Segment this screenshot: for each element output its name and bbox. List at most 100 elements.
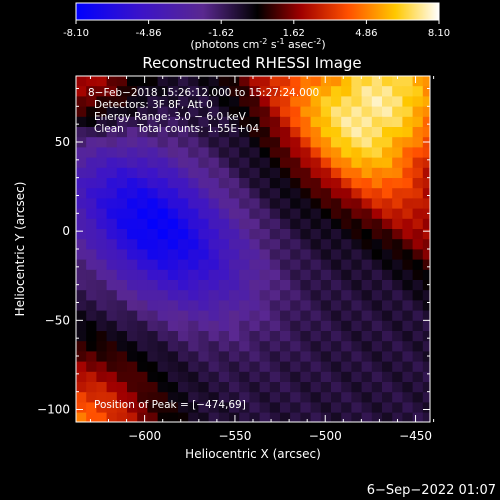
heatmap-cell [351,423,362,434]
heatmap-cell [300,320,312,332]
heatmap-cell [412,218,424,230]
heatmap-cell [188,300,199,312]
heatmap-cell [259,198,271,210]
heatmap-cell [422,147,430,159]
heatmap-cell [269,361,281,373]
heatmap-cell [198,127,210,138]
heatmap-cell [392,147,403,159]
heatmap-cell [86,423,97,434]
heatmap-cell [116,392,128,403]
heatmap-cell [178,331,189,342]
heatmap-cell [371,198,383,210]
heatmap-cell [280,392,291,403]
heatmap-cell [116,412,128,422]
heatmap-cell [127,106,138,118]
heatmap-cell [341,198,352,210]
heatmap-cell [96,127,108,138]
heatmap-cell [382,351,393,363]
heatmap-cell [137,371,148,383]
heatmap-cell [280,249,291,261]
heatmap-cell [157,239,169,250]
heatmap-cell [157,331,169,342]
heatmap-cell [351,147,363,159]
heatmap-cell [341,382,352,393]
heatmap-cell [290,341,301,352]
heatmap-cell [371,86,383,97]
heatmap-cell [320,137,332,148]
heatmap-cell [229,167,240,179]
heatmap-cell [147,351,159,363]
heatmap-cell [371,249,383,261]
heatmap-cell [116,249,128,261]
heatmap-cell [412,188,424,199]
heatmap-cell [310,208,322,220]
heatmap-cell [412,96,424,108]
y-tick-label: −100 [37,403,70,417]
heatmap-cell [422,157,430,169]
heatmap-cell [280,127,291,138]
heatmap-cell [259,218,271,230]
heatmap-cell [86,310,97,322]
heatmap-cell [96,269,108,281]
heatmap-cell [269,402,281,414]
heatmap-cell [249,310,261,322]
heatmap-cell [167,198,179,210]
heatmap-cell [341,351,352,363]
heatmap-cell [96,157,108,169]
heatmap-cell [147,320,159,332]
heatmap-cell [106,392,118,403]
heatmap-cell [331,137,342,148]
heatmap-cell [280,280,291,291]
heatmap-cell [86,371,97,383]
heatmap-cell [157,341,169,352]
heatmap-cell [412,229,424,240]
heatmap-cell [218,361,230,373]
heatmap-cell [229,382,240,393]
heatmap-cell [218,106,230,118]
heatmap-cell [422,392,430,403]
heatmap-cell [116,116,128,128]
heatmap-cell [392,229,403,240]
heatmap-cell [371,229,383,240]
heatmap-cell [351,351,363,363]
heatmap-cell [127,269,138,281]
heatmap-cell [412,310,424,322]
heatmap-cell [361,198,373,210]
heatmap-cell [106,127,118,138]
heatmap-cell [208,198,220,210]
heatmap-cell [259,392,271,403]
heatmap-cell [218,188,230,199]
heatmap-cell [116,290,128,301]
heatmap-cell [188,402,199,414]
heatmap-cell [331,147,342,159]
heatmap-cell [239,127,250,138]
heatmap-cell [137,157,148,169]
heatmap-cell [351,290,363,301]
heatmap-cell [331,300,342,312]
heatmap-cell [280,157,291,169]
heatmap-cell [402,320,414,332]
heatmap-cell [249,300,261,312]
heatmap-cell [300,351,312,363]
heatmap-cell [300,341,312,352]
heatmap-cell [157,290,169,301]
colorbar-ticks: -8.10 -4.86 -1.62 1.62 4.86 8.10 [63,20,450,39]
heatmap-cell [239,198,250,210]
heatmap-cell [382,402,393,414]
heatmap-cell [310,371,322,383]
heatmap-cell [137,229,148,240]
heatmap-cell [320,157,332,169]
heatmap-cell [198,76,210,87]
heatmap-cell [402,331,414,342]
heatmap-cell [269,239,281,250]
heatmap-cell [371,259,383,271]
heatmap-cell [300,392,312,403]
heatmap-cell [259,188,271,199]
heatmap-cell [178,147,189,159]
heatmap-cell [157,300,169,312]
heatmap-cell [178,382,189,393]
heatmap-cell [147,76,159,87]
heatmap-cell [198,147,210,159]
heatmap-cell [198,280,210,291]
heatmap-cell [106,96,118,108]
